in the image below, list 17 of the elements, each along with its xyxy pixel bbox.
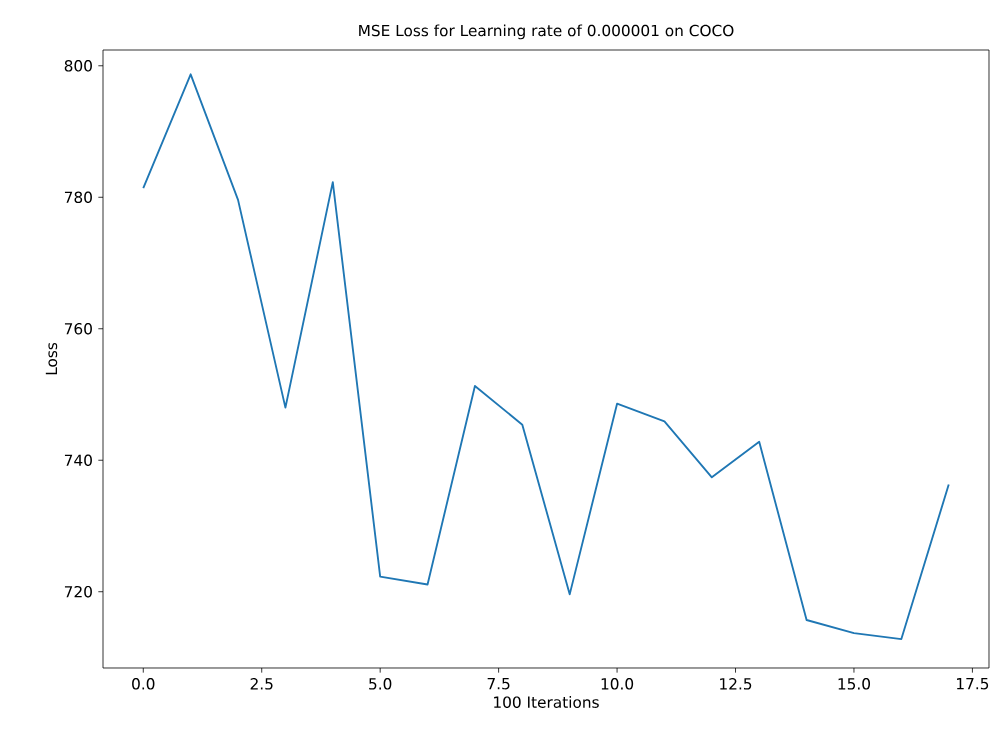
x-tick-label: 10.0 [601,678,634,690]
y-tick-label: 800 [64,59,92,72]
y-axis-title: Loss [45,342,58,375]
x-tick-label: 5.0 [369,678,392,690]
y-tick-label: 780 [64,191,92,204]
chart-title: MSE Loss for Learning rate of 0.000001 on COCO [359,24,734,40]
x-tick-label: 15.0 [838,678,871,690]
x-tick-label: 0.0 [132,678,155,690]
x-tick-label: 12.5 [720,678,752,690]
y-tick-label: 740 [64,454,92,467]
y-tick-label: 760 [64,322,92,335]
y-tick-label: 720 [64,585,92,598]
x-tick-label: 17.5 [957,678,989,690]
line-series [142,73,950,640]
x-axis-title: 100 Iterations [494,696,599,708]
x-tick-label: 7.5 [487,678,510,690]
x-tick-label: 2.5 [250,678,273,690]
